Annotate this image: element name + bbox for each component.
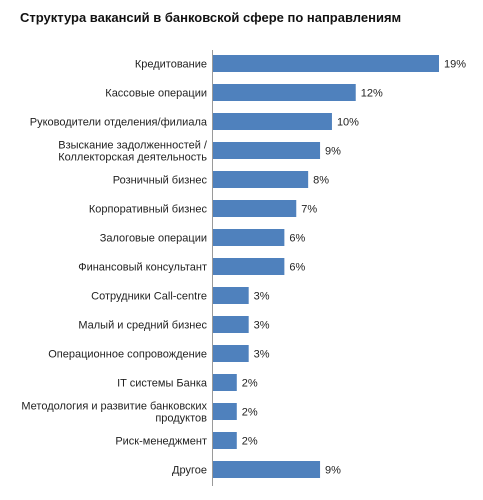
bar <box>213 461 321 478</box>
chart-title: Структура вакансий в банковской сфере по… <box>20 10 402 25</box>
bar <box>213 432 237 449</box>
category-label: продуктов <box>155 413 207 425</box>
bar <box>213 113 332 130</box>
category-label: Операционное сопровождение <box>48 349 207 361</box>
category-label: Методология и развитие банковских <box>21 401 207 413</box>
data-label: 2% <box>242 436 258 448</box>
category-label: Кассовые операции <box>105 88 207 100</box>
data-label: 9% <box>325 465 341 477</box>
data-label: 6% <box>289 233 305 245</box>
data-label: 3% <box>254 291 270 303</box>
category-label: Корпоративный бизнес <box>89 204 208 216</box>
bar <box>213 403 237 420</box>
data-label: 2% <box>242 378 258 390</box>
category-label: Залоговые операции <box>100 233 207 245</box>
bar <box>213 287 249 304</box>
data-label: 3% <box>254 320 270 332</box>
bar <box>213 171 309 188</box>
category-label: Руководители отделения/филиала <box>30 117 208 129</box>
data-label: 9% <box>325 146 341 158</box>
bar <box>213 258 285 275</box>
bar <box>213 200 297 217</box>
category-label: IT системы Банка <box>117 378 208 390</box>
category-label: Сотрудники Call-centre <box>91 291 207 303</box>
category-label: Розничный бизнес <box>113 175 208 187</box>
data-label: 2% <box>242 407 258 419</box>
bar <box>213 84 356 101</box>
bar <box>213 374 237 391</box>
category-label: Кредитование <box>135 59 207 71</box>
category-label: Другое <box>172 465 207 477</box>
category-label: Коллекторская деятельность <box>58 152 207 164</box>
data-label: 19% <box>444 59 466 71</box>
data-label: 8% <box>313 175 329 187</box>
bar <box>213 229 285 246</box>
bar <box>213 55 439 72</box>
bar <box>213 316 249 333</box>
bar <box>213 345 249 362</box>
category-label: Риск-менеджмент <box>115 436 207 448</box>
category-label: Взыскание задолженностей / <box>58 140 208 152</box>
data-label: 7% <box>301 204 317 216</box>
data-label: 6% <box>289 262 305 274</box>
data-label: 3% <box>254 349 270 361</box>
data-label: 12% <box>361 88 383 100</box>
bar <box>213 142 321 159</box>
data-label: 10% <box>337 117 359 129</box>
category-label: Финансовый консультант <box>78 262 207 274</box>
category-label: Малый и средний бизнес <box>78 320 207 332</box>
